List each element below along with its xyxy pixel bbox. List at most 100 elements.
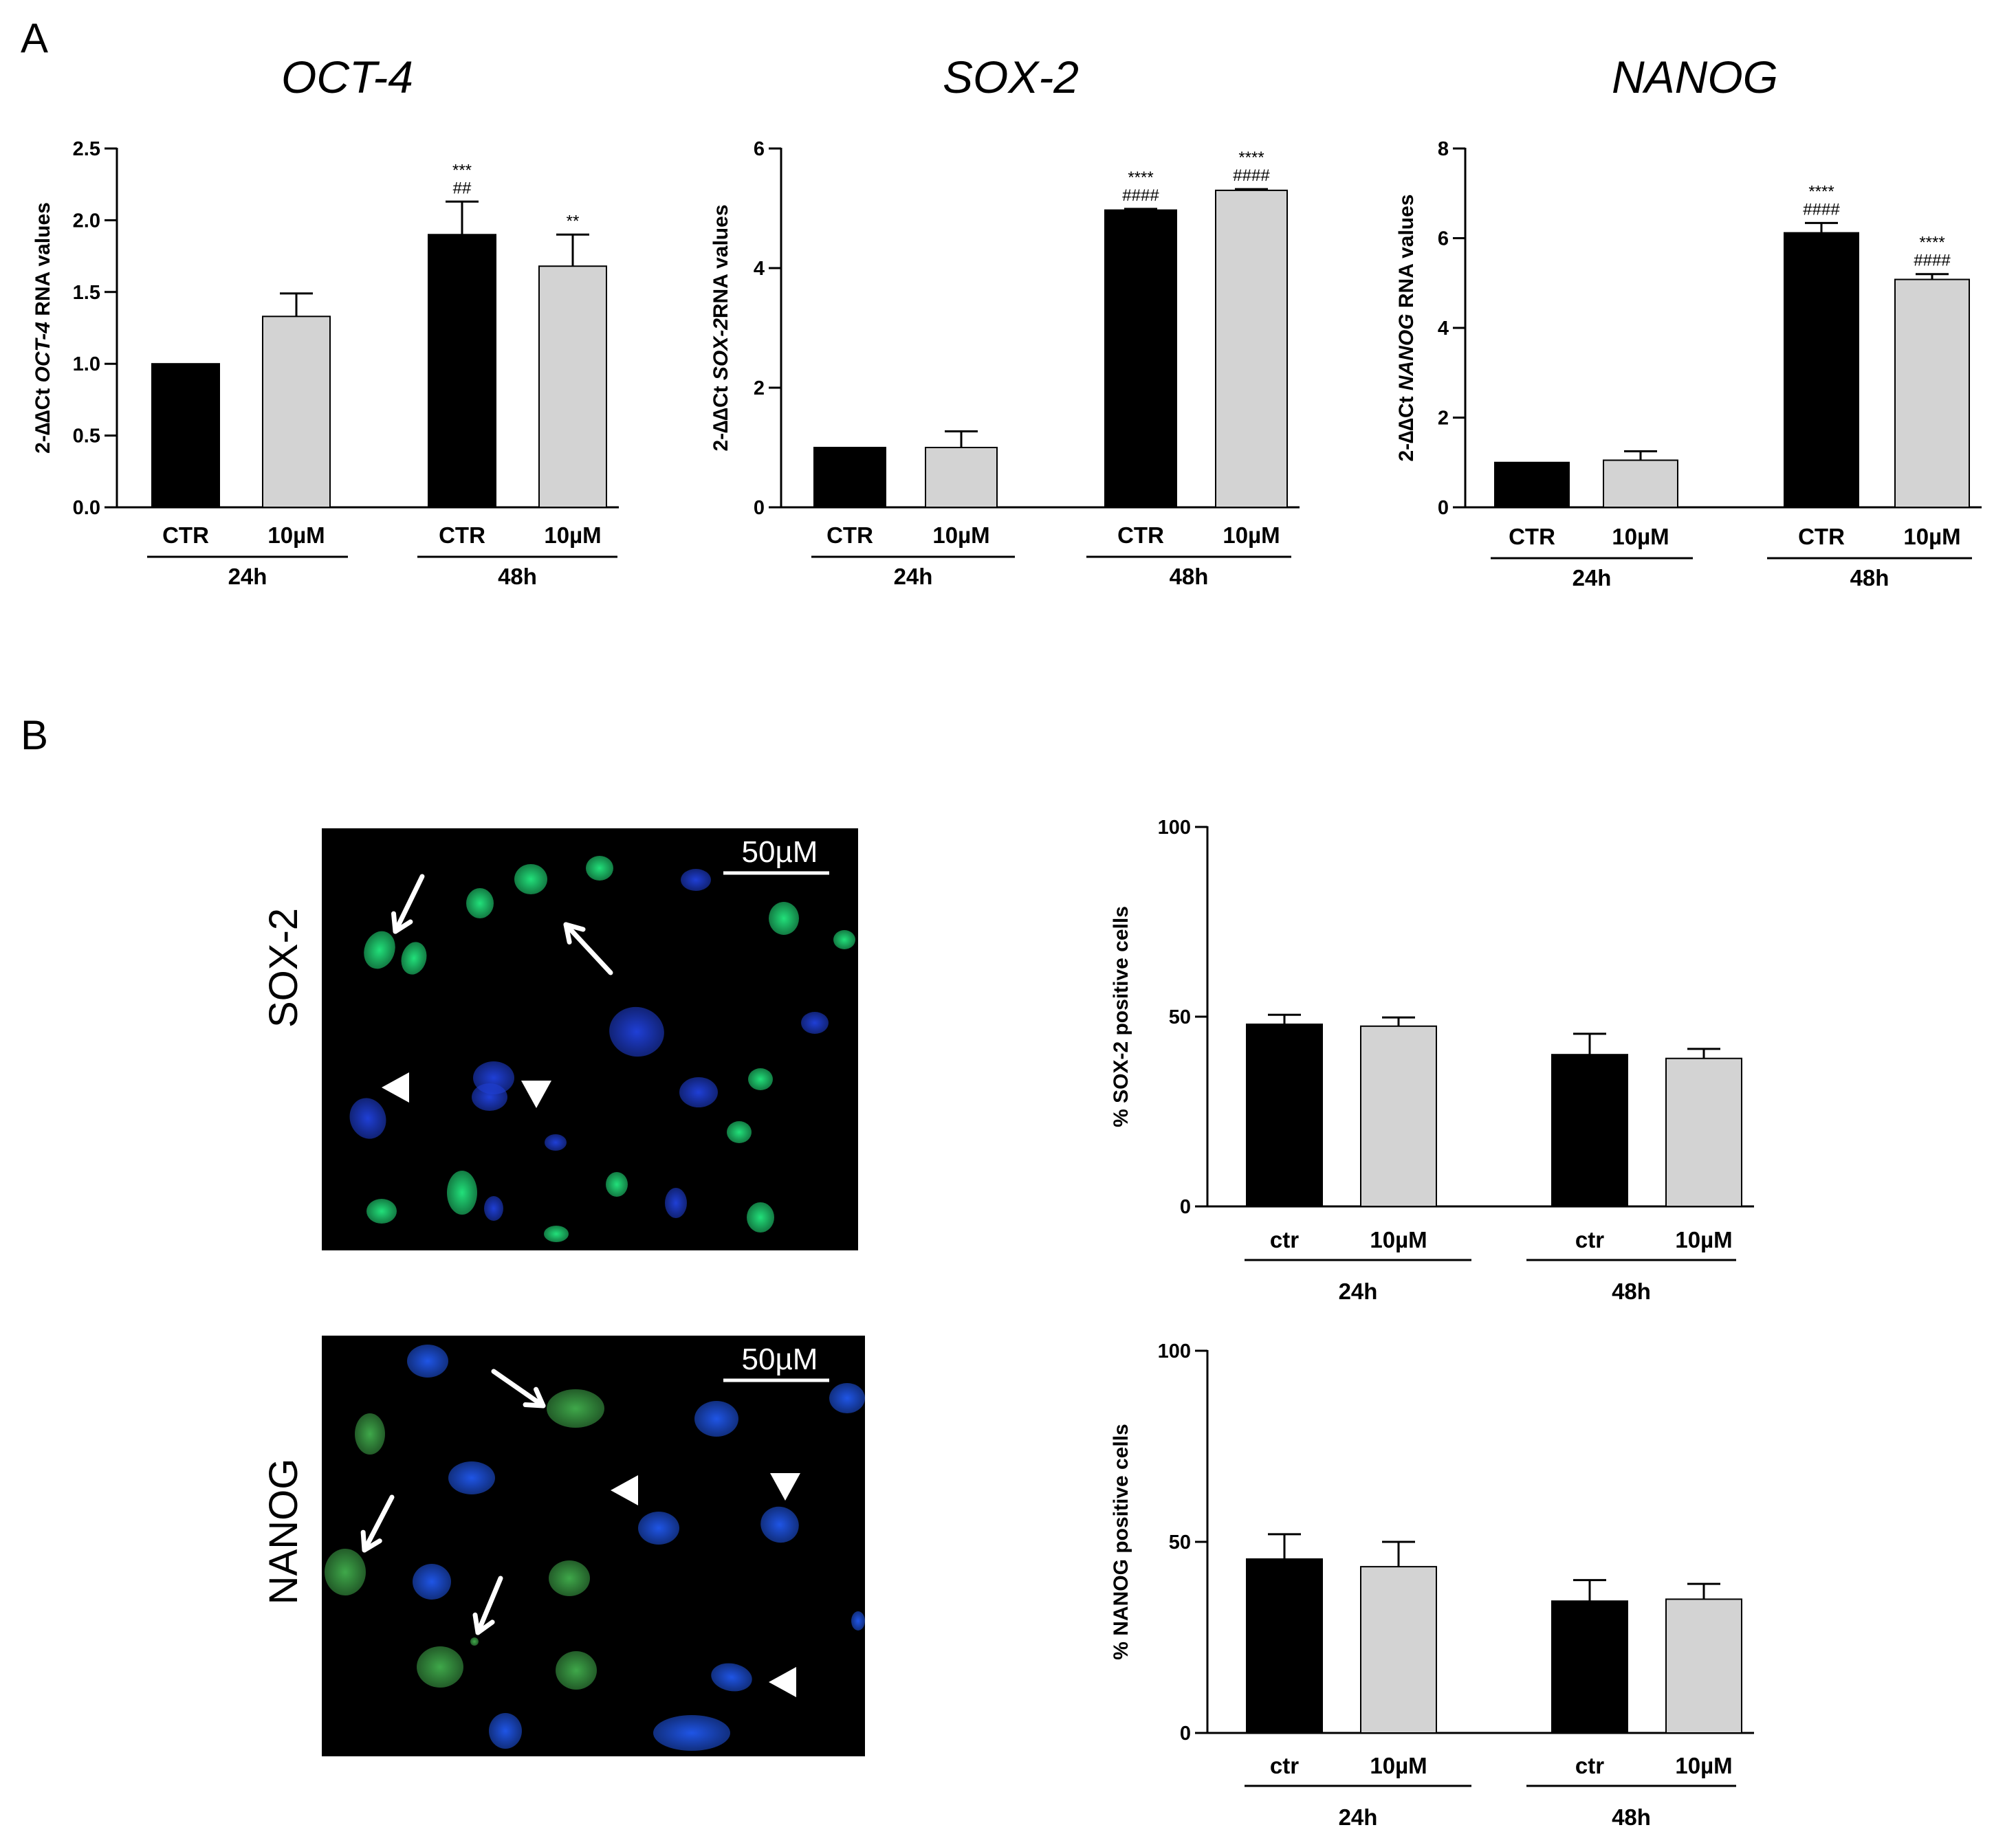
group-label: 24h bbox=[894, 564, 933, 589]
bar bbox=[1215, 189, 1288, 508]
arrowhead-marker bbox=[769, 1667, 796, 1697]
significance-label: #### bbox=[1914, 252, 1951, 270]
group-label: 48h bbox=[1612, 1804, 1651, 1830]
micrograph-sox2: SOX-2 50µM bbox=[261, 828, 858, 1250]
y-axis-label: 2-∆∆Ct NANOG RNA values bbox=[1395, 195, 1418, 462]
bar bbox=[1551, 1600, 1628, 1734]
bar-chart-5: 0 50 100 % NANOG positive cells ctr 10µM 24h ct… bbox=[1110, 1340, 1754, 1830]
significance-label: ## bbox=[453, 179, 472, 197]
x-category-label: CTR bbox=[1798, 524, 1845, 549]
positive-nucleus bbox=[417, 1646, 463, 1688]
y-tick-label: 6 bbox=[754, 138, 765, 160]
y-tick-label: 100 bbox=[1158, 817, 1191, 839]
y-tick-label: 2.5 bbox=[73, 138, 100, 160]
bar-chart-2: SOX-2 0 2 4 6 2-∆∆Ct SOX-2RNA values CTR 10µM 24… bbox=[710, 52, 1300, 589]
arrowhead-marker bbox=[770, 1473, 800, 1501]
bar bbox=[1784, 232, 1859, 508]
bar-chart-3: NANOG 0 2 4 6 8 2-∆∆Ct NANOG RNA values CTR 10µM… bbox=[1395, 52, 1982, 590]
y-tick-label: 6 bbox=[1438, 228, 1449, 250]
negative-nucleus bbox=[448, 1461, 495, 1494]
negative-nucleus bbox=[681, 869, 711, 891]
arrow-head bbox=[472, 1612, 495, 1635]
x-category-label: 10µM bbox=[1675, 1753, 1732, 1778]
arrow-head bbox=[391, 911, 413, 934]
negative-nucleus bbox=[484, 1196, 503, 1221]
y-axis-label: % SOX-2 positive cells bbox=[1110, 906, 1132, 1127]
bar-chart-1: OCT-4 0.0 0.5 1.0 1.5 2.0 2.5 2-∆∆Ct OCT-4 RNA … bbox=[32, 52, 619, 589]
positive-nucleus bbox=[606, 1172, 628, 1197]
y-tick-label: 2 bbox=[1438, 408, 1449, 430]
row-label-sox2: SOX-2 bbox=[261, 908, 306, 1028]
x-category-label: 10µM bbox=[932, 522, 989, 548]
chart-title: OCT-4 bbox=[281, 52, 413, 102]
x-category-label: CTR bbox=[826, 522, 873, 548]
y-axis-label: % NANOG positive cells bbox=[1110, 1424, 1132, 1659]
bar bbox=[428, 234, 496, 508]
significance-label: **** bbox=[1128, 168, 1153, 187]
y-tick-label: 1.5 bbox=[73, 282, 100, 304]
arrow-head bbox=[523, 1386, 546, 1408]
significance-label: *** bbox=[452, 161, 472, 179]
x-category-label: ctr bbox=[1270, 1753, 1299, 1778]
x-category-label: 10µM bbox=[544, 522, 601, 548]
x-category-label: CTR bbox=[162, 522, 209, 548]
positive-nucleus bbox=[556, 1651, 597, 1690]
y-tick-label: 1.0 bbox=[73, 353, 100, 375]
bar-chart-4: 0 50 100 % SOX-2 positive cells ctr 10µM 24h ct… bbox=[1110, 817, 1754, 1304]
negative-nucleus bbox=[545, 1134, 567, 1151]
y-tick-label: 0 bbox=[1180, 1723, 1191, 1745]
x-category-label: ctr bbox=[1575, 1227, 1604, 1252]
negative-nucleus bbox=[711, 1663, 752, 1692]
arrow-marker bbox=[563, 922, 613, 975]
positive-nucleus bbox=[325, 1549, 366, 1595]
micrograph-nanog: NANOG 50µM bbox=[261, 1336, 865, 1756]
positive-nucleus bbox=[364, 931, 395, 969]
x-category-label: 10µM bbox=[1370, 1753, 1427, 1778]
group-label: 48h bbox=[498, 564, 537, 589]
negative-nucleus bbox=[665, 1188, 687, 1218]
negative-nucleus bbox=[760, 1506, 799, 1543]
negative-nucleus bbox=[679, 1077, 718, 1107]
positive-nucleus bbox=[366, 1199, 397, 1224]
bar bbox=[1603, 459, 1678, 508]
charts: OCT-4 0.0 0.5 1.0 1.5 2.0 2.5 2-∆∆Ct OCT-4 RNA … bbox=[32, 52, 1982, 1830]
bar bbox=[262, 316, 331, 508]
bar bbox=[1246, 1024, 1323, 1208]
negative-nucleus bbox=[801, 1012, 829, 1034]
y-tick-label: 100 bbox=[1158, 1340, 1191, 1362]
positive-nucleus bbox=[833, 930, 855, 949]
chart-title: NANOG bbox=[1612, 52, 1778, 102]
x-category-label: 10µM bbox=[1223, 522, 1280, 548]
x-category-label: 10µM bbox=[1370, 1227, 1427, 1252]
negative-nucleus bbox=[609, 1006, 664, 1057]
bar bbox=[1104, 209, 1177, 508]
bar bbox=[151, 363, 220, 509]
x-category-label: CTR bbox=[1117, 522, 1164, 548]
negative-nucleus bbox=[829, 1383, 865, 1413]
bar bbox=[1894, 278, 1970, 508]
positive-nucleus bbox=[401, 942, 427, 975]
positive-nucleus bbox=[747, 1202, 774, 1233]
group-label: 24h bbox=[1573, 565, 1612, 590]
positive-nucleus bbox=[466, 888, 494, 918]
arrow-marker bbox=[393, 874, 425, 934]
y-tick-label: 50 bbox=[1169, 1532, 1191, 1554]
x-category-label: ctr bbox=[1575, 1753, 1604, 1778]
significance-label: ** bbox=[567, 212, 580, 230]
bar bbox=[1665, 1598, 1742, 1734]
arrow-head bbox=[563, 922, 586, 944]
positive-nucleus bbox=[470, 1637, 479, 1646]
group-label: 24h bbox=[1339, 1804, 1378, 1830]
arrowhead-marker bbox=[521, 1081, 551, 1108]
positive-nucleus bbox=[355, 1413, 385, 1455]
positive-nucleus bbox=[547, 1389, 604, 1428]
significance-label: #### bbox=[1233, 166, 1270, 185]
y-tick-label: 4 bbox=[1438, 318, 1449, 340]
bar bbox=[1665, 1057, 1742, 1207]
y-tick-label: 2.0 bbox=[73, 210, 100, 232]
scale-bar-label-nanog: 50µM bbox=[742, 1343, 818, 1376]
bar bbox=[813, 447, 886, 508]
bar bbox=[1246, 1558, 1323, 1734]
negative-nucleus bbox=[349, 1098, 386, 1139]
significance-label: #### bbox=[1803, 200, 1840, 219]
